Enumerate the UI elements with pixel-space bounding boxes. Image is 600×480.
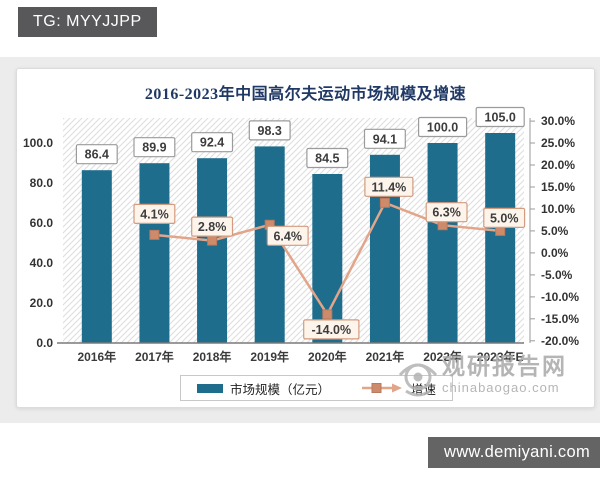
growth-marker <box>207 235 218 246</box>
right-tick-label: 0.0% <box>541 246 569 260</box>
growth-label: 6.3% <box>432 206 461 220</box>
bar-7 <box>485 133 516 343</box>
growth-marker <box>379 197 390 208</box>
x-tick-label: 2022年 <box>423 349 462 364</box>
right-tick-label: 20.0% <box>541 158 575 172</box>
bar-label: 89.9 <box>142 141 166 155</box>
right-tick-label: 25.0% <box>541 136 575 150</box>
x-tick-label: 2020年 <box>308 349 347 364</box>
x-tick-label: 2023年E <box>477 349 524 364</box>
right-tick-label: -5.0% <box>541 268 573 282</box>
growth-label-box <box>266 225 309 246</box>
bar-label-box <box>475 106 525 128</box>
left-tick-label: 40.0 <box>30 256 54 270</box>
growth-label: 6.4% <box>273 229 302 243</box>
growth-label: 5.0% <box>490 211 519 225</box>
chart-title: 2016-2023年中国高尔夫运动市场规模及增速 <box>144 86 467 103</box>
growth-label-box <box>303 319 360 340</box>
bar-label-box <box>363 128 406 149</box>
right-tick-label: -15.0% <box>541 312 579 326</box>
bar-label-box <box>248 120 291 141</box>
growth-label-box <box>483 207 526 228</box>
left-tick-label: 20.0 <box>30 296 54 310</box>
bar-label: 98.3 <box>258 124 282 138</box>
bar-6 <box>427 143 458 343</box>
tg-badge: TG: MYYJJPP <box>18 7 157 37</box>
right-tick-label: -10.0% <box>541 290 579 304</box>
bar-label: 92.4 <box>200 136 224 150</box>
chart-card: 0.0 20.0 40.0 60.0 80.0 100.0 30.0% 25.0% 20.0% 1… <box>16 68 595 408</box>
bar-label-box <box>191 132 234 153</box>
legend-line-icon <box>362 383 403 393</box>
legend-bar-label: 市场规模（亿元） <box>230 382 331 397</box>
bar-label: 84.5 <box>315 152 339 166</box>
left-tick-label: 80.0 <box>30 176 54 190</box>
bar-label-box <box>418 116 468 138</box>
left-tick-label: 0.0 <box>36 336 53 350</box>
market-chart-svg: 0.0 20.0 40.0 60.0 80.0 100.0 30.0% 25.0% 20.0% 1… <box>23 106 579 364</box>
right-tick-label: 30.0% <box>541 114 575 128</box>
growth-marker <box>149 229 160 240</box>
growth-label: 11.4% <box>372 180 407 194</box>
growth-label: 4.1% <box>140 207 169 221</box>
chart-legend: 市场规模（亿元） 增速 <box>180 375 454 401</box>
bar-0 <box>81 170 112 343</box>
growth-label: 2.8% <box>198 220 227 234</box>
bar-label-box <box>306 147 349 169</box>
bar-label-box <box>133 137 176 158</box>
bar-label: 86.4 <box>85 148 109 162</box>
right-tick-label: -20.0% <box>541 334 579 348</box>
legend-bar-swatch <box>197 383 223 393</box>
x-tick-label: 2019年 <box>250 349 289 364</box>
bar-1 <box>139 163 170 343</box>
bar-label: 105.0 <box>485 111 516 125</box>
growth-label-box <box>191 216 234 237</box>
left-tick-label: 60.0 <box>30 216 54 230</box>
x-tick-label: 2017年 <box>135 349 174 364</box>
right-tick-label: 5.0% <box>541 224 569 238</box>
growth-label-box <box>364 176 414 197</box>
x-tick-label: 2018年 <box>193 349 232 364</box>
right-tick-label: 15.0% <box>541 180 575 194</box>
growth-label: -14.0% <box>312 323 352 337</box>
growth-label-box <box>133 203 176 224</box>
x-tick-label: 2016年 <box>77 349 116 364</box>
x-tick-label: 2021年 <box>366 349 405 364</box>
bar-label-box <box>75 144 118 165</box>
bar-label: 100.0 <box>427 121 458 135</box>
site-url-badge: www.demiyani.com <box>428 437 600 468</box>
right-tick-label: 10.0% <box>541 202 575 216</box>
legend-line-label: 增速 <box>411 382 437 397</box>
left-tick-label: 100.0 <box>23 136 53 150</box>
bar-2 <box>197 158 228 343</box>
growth-label-box <box>425 202 468 223</box>
bar-label: 94.1 <box>373 132 397 146</box>
growth-marker <box>322 309 333 320</box>
